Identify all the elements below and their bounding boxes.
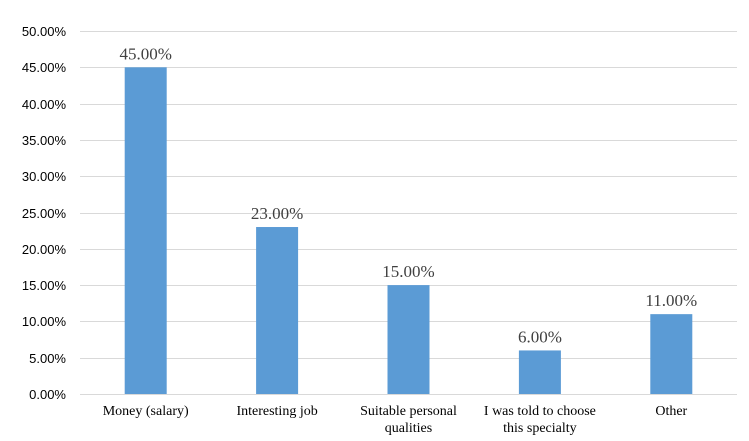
y-tick-label: 45.00% (22, 60, 67, 75)
category-label: Suitable personal (360, 404, 457, 419)
y-tick-label: 0.00% (29, 387, 66, 402)
category-label: Money (salary) (103, 404, 189, 419)
y-tick-label: 10.00% (22, 314, 67, 329)
bar (387, 285, 430, 394)
category-label: I was told to choose (484, 404, 596, 419)
category-label: Interesting job (236, 404, 317, 419)
data-labels: 45.00% 23.00% 15.00% 6.00% 11.00% (119, 44, 697, 346)
y-tick-label: 30.00% (22, 169, 67, 184)
y-tick-label: 20.00% (22, 242, 67, 257)
bar (256, 227, 299, 394)
data-label: 15.00% (382, 262, 434, 281)
x-axis-category-labels: Money (salary) Interesting job Suitable pe… (103, 404, 688, 436)
bar (650, 314, 693, 394)
y-tick-label: 35.00% (22, 133, 67, 148)
y-tick-label: 40.00% (22, 97, 67, 112)
category-label: this specialty (503, 421, 577, 436)
category-label: qualities (385, 421, 432, 436)
data-label: 11.00% (645, 291, 697, 310)
data-label: 45.00% (119, 44, 171, 63)
y-tick-label: 5.00% (29, 351, 66, 366)
bar (518, 350, 561, 394)
y-tick-label: 25.00% (22, 206, 67, 221)
data-label: 23.00% (251, 204, 303, 223)
bar (124, 67, 167, 395)
data-label: 6.00% (518, 327, 562, 346)
bars (124, 67, 693, 395)
y-axis-tick-labels: 0.00% 5.00% 10.00% 15.00% 20.00% 25.00% 30.00%… (22, 24, 67, 402)
category-label: Other (655, 404, 687, 419)
gridlines (80, 31, 737, 395)
y-tick-label: 15.00% (22, 278, 67, 293)
y-tick-label: 50.00% (22, 24, 67, 39)
